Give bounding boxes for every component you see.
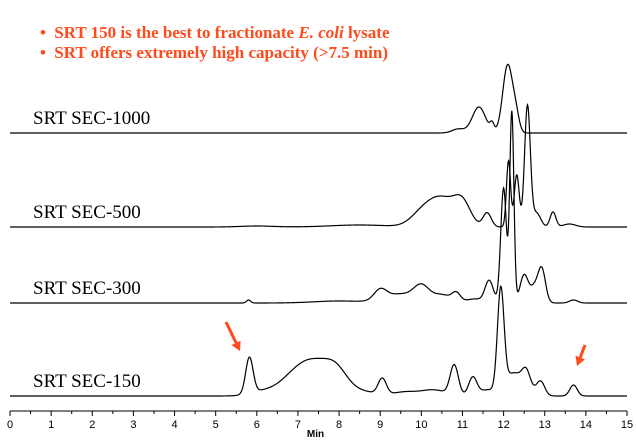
series-label-srt-sec-500: SRT SEC-500 (33, 202, 141, 223)
traces-layer (10, 63, 627, 397)
arrow-shaft (224, 321, 238, 344)
x-tick-label: 8 (336, 419, 342, 431)
x-tick-label: 2 (89, 419, 95, 431)
trace-srt-sec-1000 (10, 63, 627, 134)
bullet-1-emphasis: E. coli (297, 23, 344, 42)
x-tick-label: 0 (7, 419, 13, 431)
trace-srt-sec-150 (10, 285, 627, 397)
x-axis-ticks: 0 1 2 3 4 5 6 7 8 9 10 11 12 13 14 15 (7, 411, 633, 431)
x-tick-label: 5 (213, 419, 219, 431)
bullet-2-symbol: • (40, 43, 46, 62)
bullet-1: • SRT 150 is the best to fractionate E. … (40, 23, 390, 42)
x-tick-label: 3 (130, 419, 136, 431)
x-tick-label: 1 (48, 419, 54, 431)
annotation-arrows (224, 321, 587, 366)
bullet-2-prefix: SRT offers extremely high capacity (>7.5… (54, 43, 388, 62)
arrow-shaft (578, 344, 587, 359)
annotation-arrow-1 (224, 321, 241, 351)
series-label-srt-sec-150: SRT SEC-150 (33, 371, 141, 392)
arrow-head (231, 340, 241, 351)
annotation-arrow-2 (575, 344, 587, 366)
arrow-head (575, 355, 585, 366)
x-tick-label: 12 (497, 419, 509, 431)
x-tick-label: 15 (621, 419, 633, 431)
x-tick-label: 14 (580, 419, 592, 431)
x-tick-label: 11 (457, 419, 468, 431)
x-tick-label: 9 (377, 419, 383, 431)
bullet-1-suffix: lysate (348, 23, 390, 42)
x-axis: 0 1 2 3 4 5 6 7 8 9 10 11 12 13 14 15 Min (7, 410, 633, 440)
series-labels: SRT SEC-1000 SRT SEC-500 SRT SEC-300 SRT SE… (33, 108, 150, 392)
x-tick-label: 7 (295, 419, 301, 431)
x-tick-label: 10 (415, 419, 427, 431)
bullet-2: • SRT offers extremely high capacity (>7… (40, 43, 388, 62)
trace-srt-sec-300 (10, 110, 627, 304)
trace-srt-sec-500 (10, 102, 627, 228)
bullet-1-prefix: SRT 150 is the best to fractionate (54, 23, 298, 42)
series-label-srt-sec-300: SRT SEC-300 (33, 278, 141, 299)
x-tick-label: 13 (539, 419, 551, 431)
bullet-1-symbol: • (40, 23, 46, 42)
x-axis-title: Min (307, 429, 324, 440)
series-label-srt-sec-1000: SRT SEC-1000 (33, 108, 150, 129)
bullet-list: • SRT 150 is the best to fractionate E. … (40, 23, 390, 62)
x-tick-label: 4 (171, 419, 177, 431)
x-tick-label: 6 (254, 419, 260, 431)
